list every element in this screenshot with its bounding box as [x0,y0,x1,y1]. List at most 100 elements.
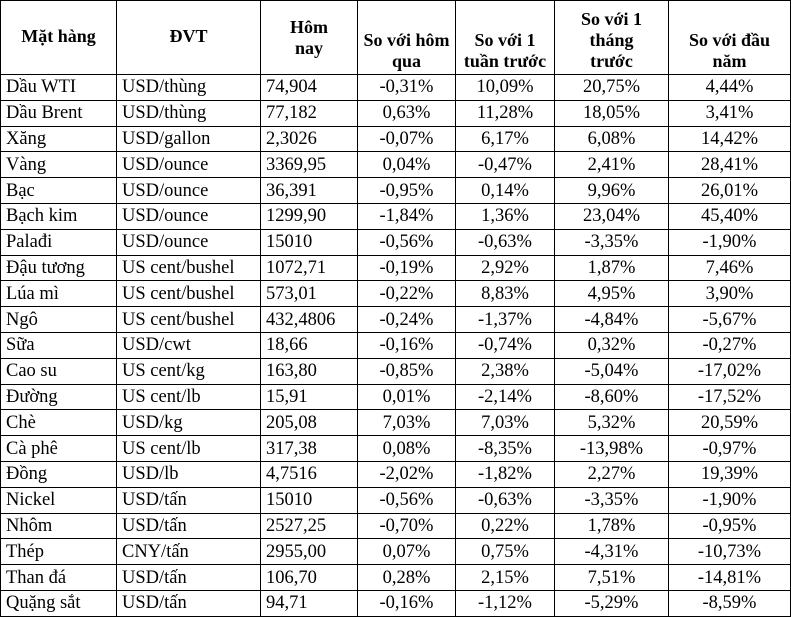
table-row: Thép CNY/tấn 2955,00 0,07% 0,75% -4,31% -10,73… [0,538,791,566]
cell-unit: USD/thùng [116,99,261,127]
cell-today: 15010 [260,228,358,256]
cell-commodity: Bạc [0,177,117,204]
cell-vs-month: 7,51% [554,564,669,591]
cell-vs-week: 10,09% [455,74,555,101]
cell-unit: USD/ounce [116,177,261,204]
cell-today: 3369,95 [260,151,358,179]
cell-vs-year-start: 3,41% [668,99,791,127]
cell-vs-month: 5,32% [554,409,669,437]
table-row: Cao su US cent/kg 163,80 -0,85% 2,38% -5,04% -… [0,357,791,385]
cell-unit: US cent/bushel [116,280,261,308]
cell-vs-yesterday: -0,24% [357,306,456,333]
cell-vs-month: -3,35% [554,486,669,514]
cell-commodity: Than đá [0,564,117,591]
cell-vs-week: 2,92% [455,254,555,282]
cell-commodity: Palađi [0,228,117,256]
cell-commodity: Sữa [0,331,117,359]
cell-vs-year-start: -17,52% [668,383,791,411]
cell-vs-week: 6,17% [455,125,555,153]
table-row: Quặng sắt USD/tấn 94,71 -0,16% -1,12% -5,29% -… [0,589,791,617]
cell-vs-month: 0,32% [554,331,669,359]
cell-vs-yesterday: 0,28% [357,564,456,591]
cell-vs-yesterday: -0,07% [357,125,456,153]
cell-vs-year-start: -0,95% [668,512,791,540]
cell-vs-month: 20,75% [554,74,669,101]
cell-commodity: Thép [0,538,117,566]
cell-vs-month: -3,35% [554,228,669,256]
cell-unit: CNY/tấn [116,538,261,566]
cell-today: 1299,90 [260,202,358,230]
cell-vs-year-start: -17,02% [668,357,791,385]
cell-vs-week: 8,83% [455,280,555,308]
cell-vs-week: 1,36% [455,202,555,230]
cell-vs-week: -0,63% [455,228,555,256]
table-row: Palađi USD/ounce 15010 -0,56% -0,63% -3,35% -1… [0,228,791,256]
header-vs-yesterday: So với hôm qua [357,0,456,75]
cell-vs-year-start: 26,01% [668,177,791,204]
cell-vs-yesterday: -0,85% [357,357,456,385]
cell-vs-year-start: 3,90% [668,280,791,308]
cell-today: 36,391 [260,177,358,204]
table-row: Chè USD/kg 205,08 7,03% 7,03% 5,32% 20,59% [0,409,791,437]
cell-today: 15,91 [260,383,358,411]
cell-today: 163,80 [260,357,358,385]
table-row: Đồng USD/lb 4,7516 -2,02% -1,82% 2,27% 19,39% [0,460,791,488]
table-row: Bạc USD/ounce 36,391 -0,95% 0,14% 9,96% 26,01% [0,177,791,204]
cell-vs-week: 7,03% [455,409,555,437]
cell-today: 18,66 [260,331,358,359]
cell-vs-yesterday: -0,70% [357,512,456,540]
cell-commodity: Xăng [0,125,117,153]
cell-today: 74,904 [260,74,358,101]
cell-today: 1072,71 [260,254,358,282]
cell-vs-month: 1,87% [554,254,669,282]
cell-vs-yesterday: -0,19% [357,254,456,282]
cell-vs-year-start: -10,73% [668,538,791,566]
cell-commodity: Nickel [0,486,117,514]
header-commodity: Mặt hàng [0,0,117,75]
table-row: Xăng USD/gallon 2,3026 -0,07% 6,17% 6,08% 14,4… [0,125,791,153]
cell-today: 15010 [260,486,358,514]
cell-today: 317,38 [260,435,358,462]
cell-vs-month: -13,98% [554,435,669,462]
cell-vs-month: -5,29% [554,589,669,617]
cell-unit: USD/ounce [116,151,261,179]
cell-vs-yesterday: -0,95% [357,177,456,204]
table-row: Dầu WTI USD/thùng 74,904 -0,31% 10,09% 20,75%… [0,74,791,101]
cell-unit: USD/tấn [116,589,261,617]
cell-vs-month: 23,04% [554,202,669,230]
cell-vs-week: -1,12% [455,589,555,617]
header-row: Mặt hàng ĐVT Hôm nay So với hôm qua So v… [0,0,791,75]
cell-vs-month: -8,60% [554,383,669,411]
cell-vs-yesterday: 7,03% [357,409,456,437]
cell-vs-week: -0,63% [455,486,555,514]
cell-today: 205,08 [260,409,358,437]
cell-today: 106,70 [260,564,358,591]
cell-commodity: Nhôm [0,512,117,540]
header-vs-year-start: So với đầu năm [668,0,791,75]
cell-unit: US cent/lb [116,383,261,411]
cell-vs-yesterday: 0,01% [357,383,456,411]
cell-vs-yesterday: -0,31% [357,74,456,101]
cell-vs-year-start: -14,81% [668,564,791,591]
cell-today: 573,01 [260,280,358,308]
cell-vs-yesterday: 0,04% [357,151,456,179]
table-row: Ngô US cent/bushel 432,4806 -0,24% -1,37% -4,… [0,306,791,333]
table-row: Vàng USD/ounce 3369,95 0,04% -0,47% 2,41% 28,4… [0,151,791,179]
cell-commodity: Cao su [0,357,117,385]
cell-unit: USD/kg [116,409,261,437]
cell-vs-year-start: -8,59% [668,589,791,617]
cell-vs-year-start: -0,97% [668,435,791,462]
cell-vs-month: 6,08% [554,125,669,153]
cell-vs-week: -2,14% [455,383,555,411]
cell-vs-week: 2,38% [455,357,555,385]
cell-vs-yesterday: -0,16% [357,331,456,359]
cell-unit: USD/ounce [116,228,261,256]
cell-vs-yesterday: -0,56% [357,486,456,514]
cell-vs-year-start: 4,44% [668,74,791,101]
cell-vs-year-start: 19,39% [668,460,791,488]
cell-vs-month: -5,04% [554,357,669,385]
cell-vs-week: 0,14% [455,177,555,204]
cell-commodity: Quặng sắt [0,589,117,617]
cell-vs-week: 2,15% [455,564,555,591]
cell-commodity: Dầu Brent [0,99,117,127]
